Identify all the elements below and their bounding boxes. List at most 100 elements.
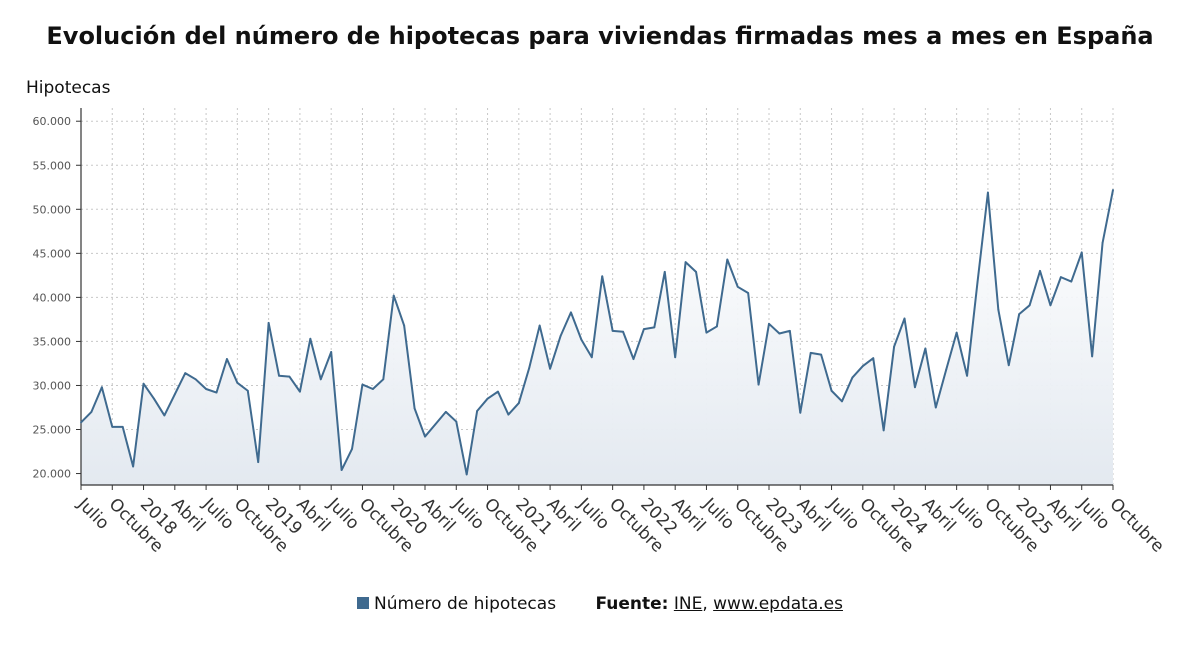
data-point	[945, 368, 948, 371]
data-point	[747, 292, 750, 294]
data-point	[809, 351, 812, 354]
data-point	[163, 414, 166, 417]
source-link-epdata[interactable]: www.epdata.es	[713, 594, 843, 614]
data-point	[768, 322, 770, 325]
y-tick-label: 40.000	[33, 291, 72, 304]
data-point	[194, 378, 197, 381]
data-point	[330, 351, 333, 353]
data-point	[987, 191, 989, 194]
data-point	[695, 270, 697, 273]
data-point	[820, 353, 823, 356]
data-point	[632, 358, 635, 360]
data-point	[726, 258, 729, 261]
data-point	[778, 332, 781, 335]
y-tick-label: 50.000	[33, 203, 72, 216]
data-point	[1028, 304, 1031, 307]
y-tick-label: 45.000	[33, 247, 72, 260]
x-tick-label: Julio	[73, 494, 113, 534]
data-point	[611, 329, 614, 332]
data-point	[653, 326, 656, 329]
data-point	[267, 322, 270, 324]
series-line-numero-de-hipotecas	[80, 189, 1114, 476]
line-chart: 20.000 25.000 30.000 35.000 40.000 45.000 50.0…	[33, 108, 1168, 557]
y-tick-label: 20.000	[33, 468, 72, 481]
data-point	[903, 317, 906, 320]
x-tick-label: Julio	[448, 494, 488, 534]
data-point	[841, 400, 843, 403]
data-point	[997, 308, 1000, 311]
data-point	[788, 329, 791, 332]
y-tick-label: 25.000	[33, 424, 72, 437]
data-point	[830, 389, 833, 392]
y-tick-label: 55.000	[33, 159, 72, 172]
data-point	[392, 294, 395, 297]
data-point	[142, 382, 145, 385]
data-point	[403, 324, 406, 327]
data-point	[590, 356, 593, 359]
data-point	[455, 420, 458, 423]
data-point	[236, 381, 239, 384]
data-point	[111, 425, 114, 428]
x-tick-label: Julio	[698, 494, 738, 534]
data-point	[309, 337, 312, 340]
data-point	[872, 357, 875, 360]
source-link-ine[interactable]: INE	[673, 594, 703, 614]
data-point	[549, 367, 551, 370]
data-point	[226, 358, 228, 360]
data-point	[465, 473, 468, 476]
data-point	[528, 366, 531, 369]
data-point	[966, 374, 968, 377]
data-point	[1080, 251, 1083, 254]
data-point	[361, 383, 364, 386]
data-point	[570, 311, 572, 314]
data-point	[444, 410, 447, 413]
data-point	[288, 375, 291, 378]
y-axis-label: Hipotecas	[26, 78, 111, 98]
data-point	[674, 356, 677, 359]
data-point	[893, 345, 895, 348]
data-point	[799, 411, 802, 414]
data-point	[382, 378, 385, 381]
series-area-fill	[81, 189, 1113, 486]
source-separator: ,	[702, 594, 708, 614]
data-point	[299, 390, 301, 393]
data-point	[976, 281, 979, 284]
data-point	[1049, 304, 1052, 307]
x-tick-label: Julio	[573, 494, 613, 534]
data-point	[121, 425, 124, 428]
data-point	[705, 331, 708, 334]
y-tick-label: 30.000	[33, 379, 72, 392]
x-tick-label: Julio	[323, 494, 363, 534]
legend[interactable]: Número de hipotecas	[357, 594, 556, 614]
y-axis-ticks: 20.000 25.000 30.000 35.000 40.000 45.000 50.0…	[33, 115, 81, 481]
data-point	[319, 378, 322, 381]
data-point	[100, 386, 103, 389]
data-point	[90, 410, 93, 413]
data-point	[1101, 241, 1104, 244]
x-tick-label: Julio	[823, 494, 863, 534]
data-point	[559, 335, 562, 338]
data-point	[434, 423, 437, 426]
data-point	[684, 261, 687, 264]
data-point	[205, 388, 207, 390]
data-point	[424, 435, 426, 438]
data-point	[924, 347, 927, 350]
y-tick-label: 35.000	[33, 335, 72, 348]
data-point	[955, 331, 958, 334]
data-point	[132, 465, 135, 468]
x-tick-label: Julio	[198, 494, 238, 534]
data-point	[757, 383, 760, 386]
data-point	[1007, 364, 1010, 367]
data-point	[517, 402, 520, 404]
data-point	[246, 389, 249, 392]
data-point	[351, 447, 353, 450]
x-tick-label: Octubre	[1105, 494, 1167, 556]
data-point	[413, 407, 416, 410]
data-point	[476, 410, 479, 412]
x-axis-ticks: JulioOctubre2018AbrilJulioOctubre2019Abr…	[73, 485, 1168, 557]
data-point	[497, 390, 499, 393]
source: Fuente: INE, www.epdata.es	[595, 594, 843, 614]
data-point	[486, 397, 489, 400]
data-point	[257, 461, 260, 463]
data-point	[934, 406, 937, 409]
